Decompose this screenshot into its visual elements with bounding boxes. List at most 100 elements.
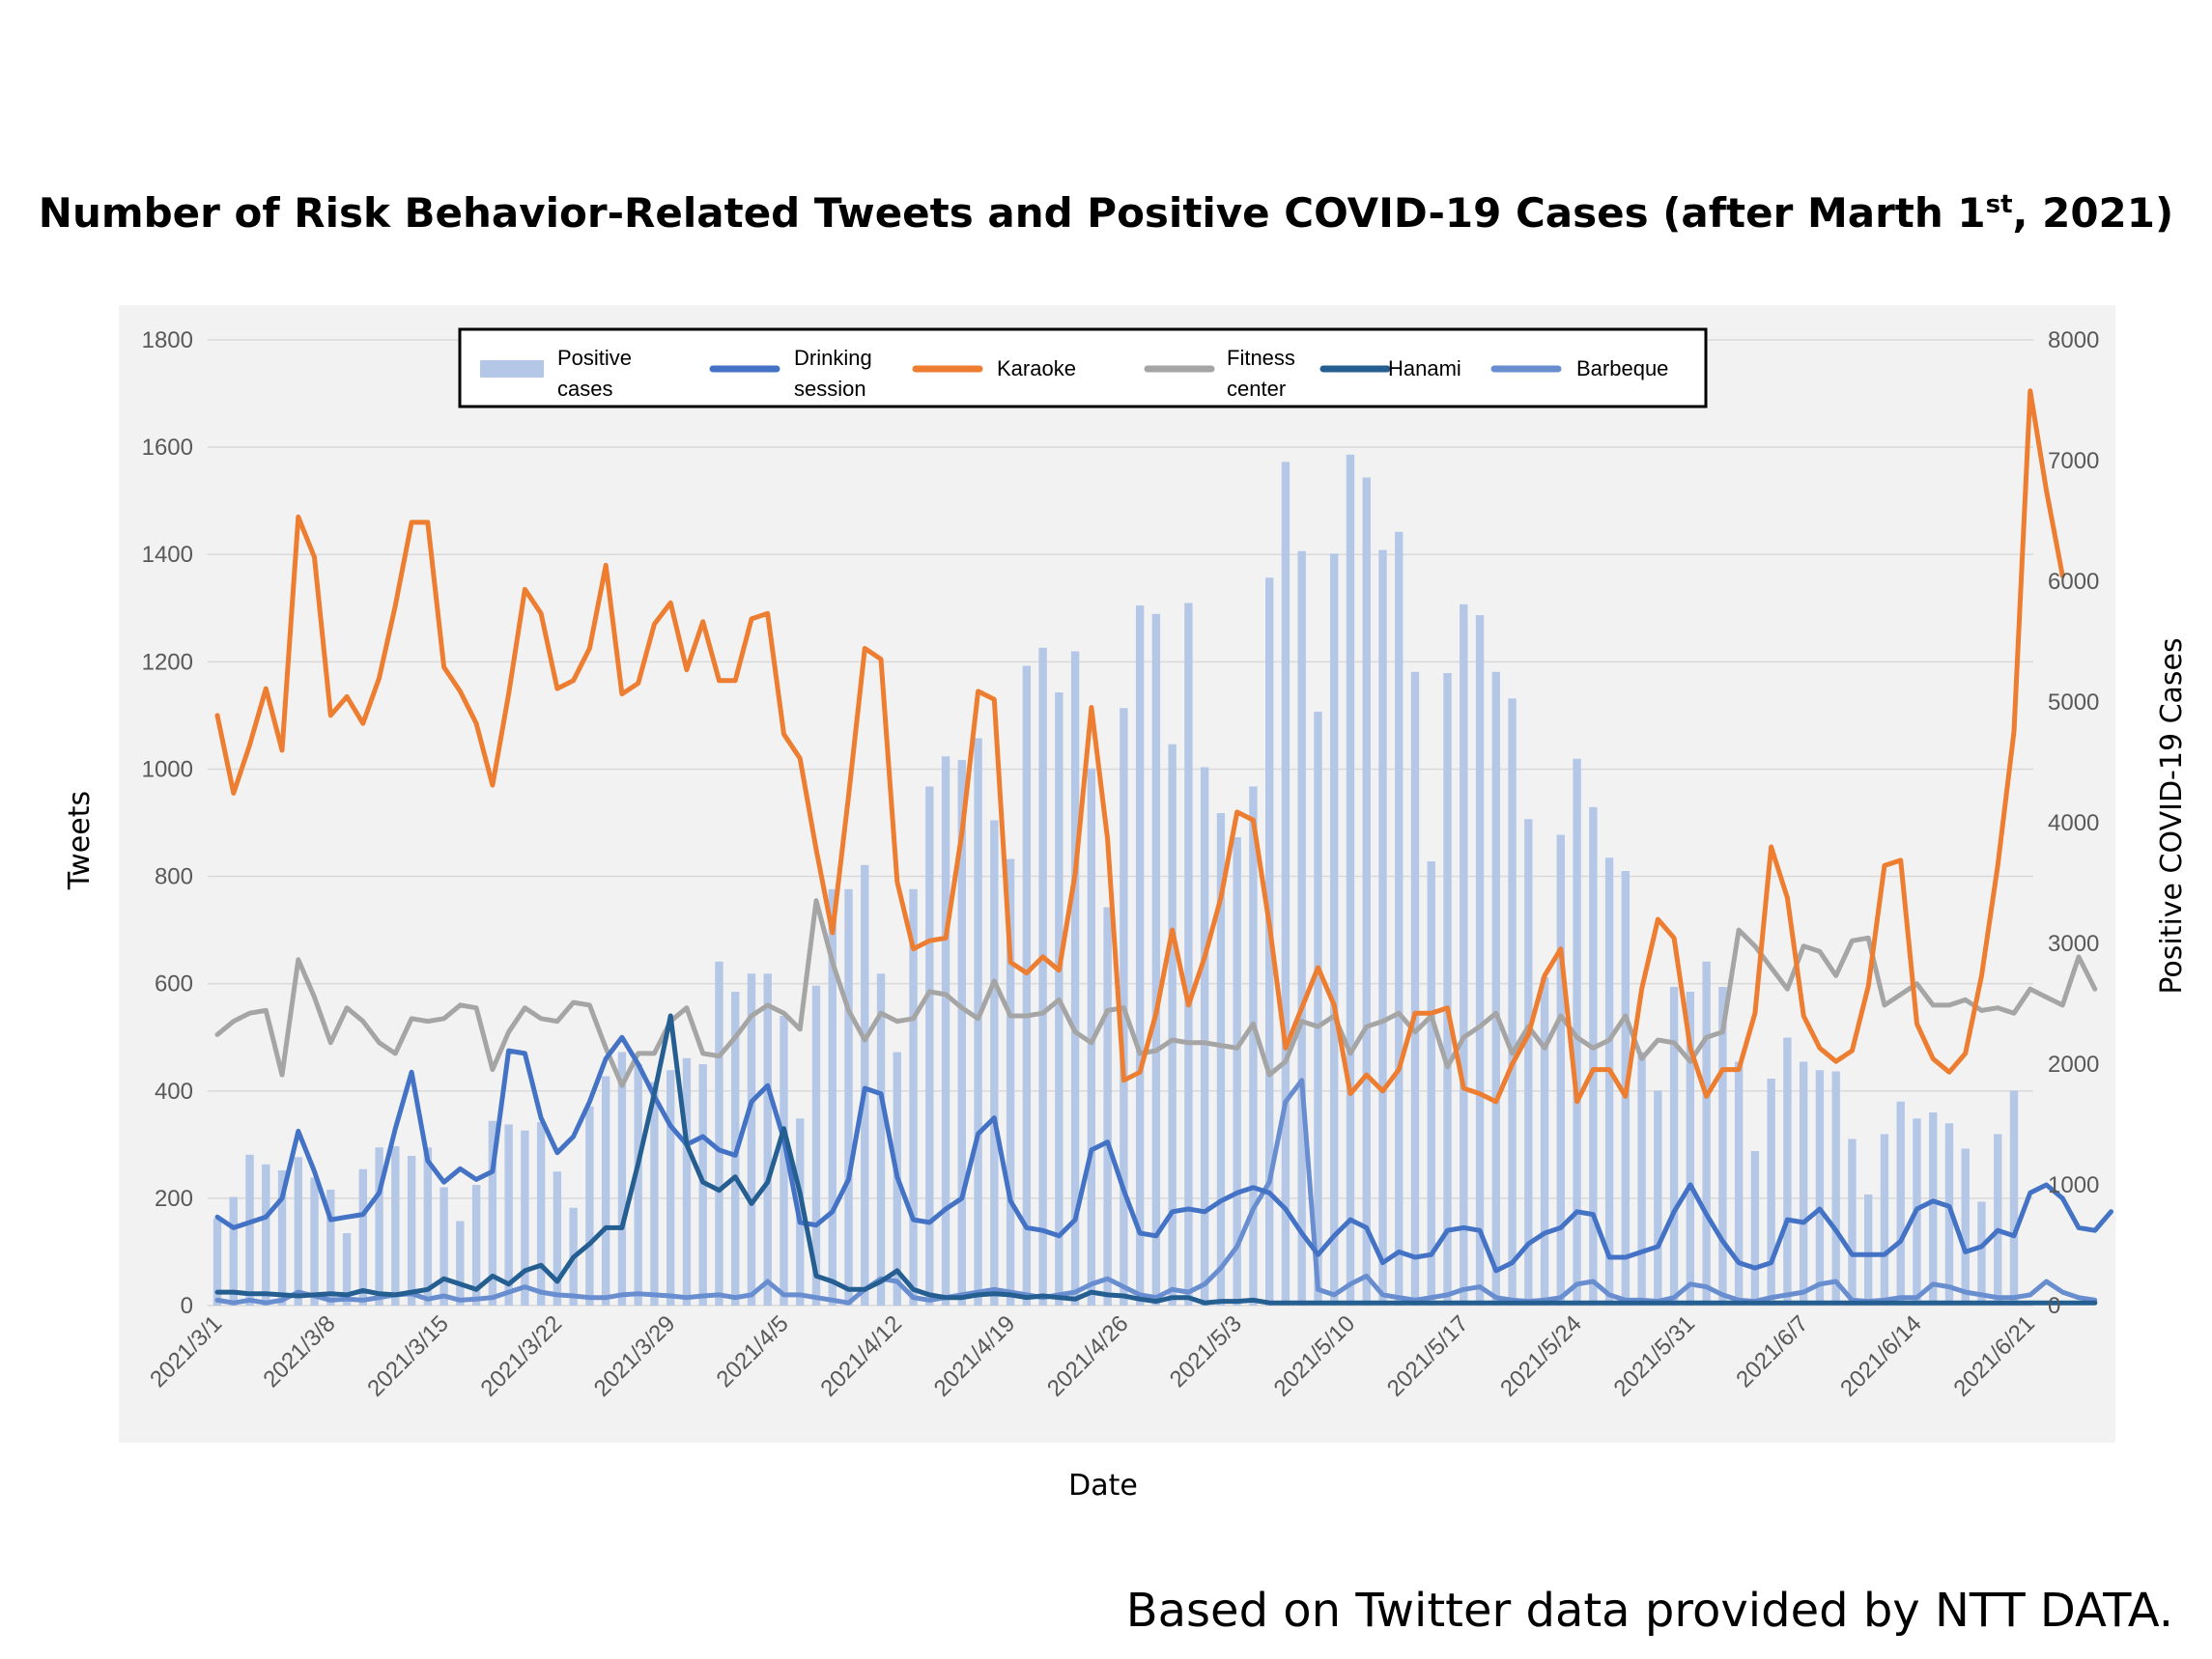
positive-cases-bar — [1767, 1079, 1775, 1306]
positive-cases-bar — [1961, 1148, 1970, 1306]
legend-label: center — [1227, 377, 1286, 401]
y-tick-label-right: 0 — [2048, 1293, 2060, 1319]
chart-title-sup: st — [1985, 190, 2013, 219]
legend-label: Positive — [557, 346, 632, 370]
positive-cases-bar — [1718, 987, 1727, 1306]
positive-cases-bar — [601, 1076, 610, 1306]
positive-cases-bar — [1378, 549, 1387, 1306]
positive-cases-bar — [294, 1157, 302, 1306]
positive-cases-bar — [1799, 1061, 1808, 1306]
chart-title-end: , 2021) — [2012, 189, 2174, 237]
positive-cases-bar — [245, 1154, 254, 1306]
y-tick-label-left: 1800 — [142, 327, 193, 353]
positive-cases-bar — [1734, 1061, 1744, 1306]
positive-cases-bar — [828, 888, 837, 1306]
positive-cases-bar — [277, 1170, 287, 1306]
positive-cases-bar — [1994, 1134, 2002, 1306]
positive-cases-bar — [1654, 1090, 1662, 1306]
positive-cases-bar — [1184, 603, 1193, 1306]
y-tick-label-right: 8000 — [2048, 327, 2099, 353]
positive-cases-bar — [925, 786, 934, 1306]
positive-cases-bar — [1103, 907, 1112, 1306]
positive-cases-bar — [1831, 1071, 1840, 1306]
positive-cases-bar — [1297, 550, 1306, 1306]
positive-cases-bar — [811, 985, 821, 1306]
positive-cases-bar — [553, 1171, 562, 1306]
y-tick-label-right: 1000 — [2048, 1172, 2099, 1198]
y-tick-label-right: 5000 — [2048, 689, 2099, 716]
positive-cases-bar — [861, 864, 869, 1306]
positive-cases-bar — [456, 1221, 465, 1306]
positive-cases-bar — [941, 756, 950, 1306]
positive-cases-bar — [682, 1057, 692, 1306]
y-tick-label-left: 400 — [155, 1079, 193, 1105]
plot-background — [119, 305, 2115, 1443]
tweet-lines — [214, 388, 2113, 1306]
positive-cases-bar — [310, 1177, 319, 1306]
y-tick-label-left: 600 — [155, 971, 193, 998]
positive-cases-bar — [1864, 1195, 1873, 1306]
footer-note: Based on Twitter data provided by NTT DA… — [1125, 1584, 2173, 1638]
positive-cases-bar — [488, 1120, 497, 1306]
positive-cases-bar — [1168, 744, 1177, 1306]
positive-cases-bar — [1880, 1134, 1889, 1306]
positive-cases-bar — [229, 1196, 238, 1306]
positive-cases-bar — [1427, 861, 1435, 1306]
series-line-hanami — [214, 1013, 2098, 1306]
positive-cases-bar — [957, 760, 966, 1306]
positive-cases-bar — [1524, 819, 1533, 1306]
positive-cases-bar — [1750, 1151, 1760, 1306]
positive-cases-bar — [650, 1082, 659, 1306]
positive-cases-bar — [844, 888, 853, 1306]
y-tick-label-right: 7000 — [2048, 448, 2099, 474]
positive-cases-bar — [909, 888, 918, 1306]
positive-cases-bar — [423, 1147, 433, 1306]
legend-label: session — [794, 377, 866, 401]
positive-cases-bar — [585, 1106, 594, 1306]
positive-cases-bar — [471, 1185, 481, 1306]
positive-cases-bar — [1443, 673, 1452, 1306]
positive-cases-bar — [407, 1156, 416, 1306]
legend-label: Barbeque — [1576, 356, 1668, 380]
positive-cases-bar — [1702, 961, 1711, 1306]
positive-cases-bar — [358, 1168, 367, 1306]
positive-cases-bar — [1362, 477, 1371, 1306]
series-line-drinking-session — [214, 1034, 2113, 1274]
y-tick-label-left: 1600 — [142, 435, 193, 461]
positive-cases-bar — [1070, 651, 1080, 1306]
positive-cases-bar — [876, 973, 886, 1306]
positive-cases-bar — [1556, 834, 1565, 1306]
x-axis-title: Date — [1068, 1469, 1138, 1503]
positive-cases-bar — [262, 1164, 270, 1306]
y-tick-label-right: 2000 — [2048, 1052, 2099, 1078]
positive-cases-bar — [1281, 462, 1290, 1306]
legend-label: cases — [557, 377, 612, 401]
y-tick-label-left: 1200 — [142, 649, 193, 675]
y-tick-label-right: 3000 — [2048, 931, 2099, 957]
positive-cases-bar — [1491, 671, 1500, 1306]
positive-cases-bar — [1346, 454, 1355, 1306]
positive-cases-bar — [1686, 992, 1695, 1306]
positive-cases-bar — [1135, 605, 1145, 1306]
positive-cases-bar — [666, 1070, 675, 1306]
positive-cases-bar — [715, 961, 723, 1306]
positive-cases-bar — [1151, 613, 1161, 1306]
legend-label: Fitness — [1227, 346, 1295, 370]
y-tick-label-right: 6000 — [2048, 569, 2099, 595]
positive-cases-bar — [1249, 786, 1258, 1306]
legend-swatch-positive-cases — [480, 360, 544, 378]
positive-cases-bar — [1944, 1123, 1954, 1306]
positive-cases-bar — [1314, 712, 1322, 1306]
positive-cases-bar — [1410, 671, 1420, 1306]
legend-box — [458, 327, 1708, 408]
positive-cases-bar — [375, 1147, 383, 1306]
positive-cases-bar — [1233, 837, 1241, 1306]
positive-cases-bar — [1815, 1070, 1825, 1306]
positive-cases-bar — [1475, 615, 1485, 1306]
positive-cases-bar — [698, 1064, 707, 1306]
legend-label: Karaoke — [997, 356, 1076, 380]
positive-cases-bar — [1200, 767, 1209, 1306]
positive-cases-bar — [1896, 1101, 1905, 1306]
chart-title-text: Number of Risk Behavior-Related Tweets a… — [38, 189, 1986, 237]
